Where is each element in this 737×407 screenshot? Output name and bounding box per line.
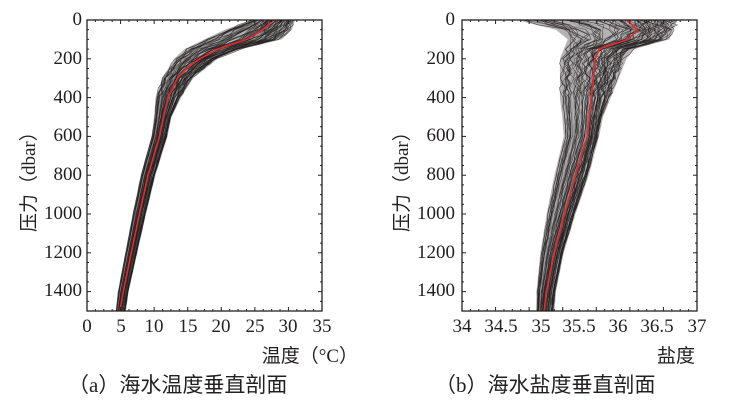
tick-marks bbox=[86, 19, 323, 312]
profile-line bbox=[538, 19, 590, 312]
profile-line bbox=[539, 19, 596, 312]
profile-line bbox=[539, 19, 588, 312]
y-tick: 400 bbox=[53, 87, 83, 108]
y-tick: 0 bbox=[445, 9, 456, 30]
x-tick: 15 bbox=[178, 316, 198, 337]
profile-line bbox=[117, 19, 264, 312]
mean-profile-line bbox=[543, 19, 639, 312]
temperature-panel: 0 200 400 600 800 1000 1200 1400 0 5 10 … bbox=[0, 0, 368, 407]
profile-line bbox=[552, 19, 670, 312]
profile-line bbox=[118, 19, 269, 312]
profile-line bbox=[116, 19, 257, 312]
profile-line bbox=[124, 19, 290, 312]
profile-line bbox=[551, 19, 671, 312]
x-tick: 36 bbox=[608, 316, 628, 337]
x-tick: 25 bbox=[245, 316, 265, 337]
profile-line bbox=[120, 19, 279, 312]
profile-line bbox=[537, 19, 584, 312]
y-tick: 600 bbox=[426, 125, 456, 146]
temperature-plot-area bbox=[86, 19, 323, 312]
y-tick: 800 bbox=[426, 164, 456, 185]
profiles-group bbox=[516, 19, 679, 312]
x-tick: 35 bbox=[531, 316, 551, 337]
y-tick: 1000 bbox=[417, 203, 455, 224]
y-tick: 600 bbox=[53, 125, 83, 146]
profile-line bbox=[545, 19, 646, 312]
x-tick: 5 bbox=[116, 316, 126, 337]
x-tick: 30 bbox=[278, 316, 298, 337]
y-tick: 200 bbox=[426, 48, 456, 69]
profile-line bbox=[542, 19, 632, 312]
tick-marks bbox=[461, 19, 698, 312]
x-tick: 36.5 bbox=[640, 316, 674, 337]
y-tick: 1000 bbox=[44, 203, 82, 224]
profile-line bbox=[117, 19, 263, 312]
panel-caption: （a）海水温度垂直剖面 bbox=[68, 373, 288, 397]
profile-line bbox=[116, 19, 257, 312]
y-tick: 1400 bbox=[44, 280, 82, 301]
y-axis-label: 压力（dbar） bbox=[19, 122, 40, 232]
x-tick: 35.5 bbox=[562, 316, 596, 337]
y-tick: 1200 bbox=[44, 242, 82, 263]
y-tick: 400 bbox=[426, 87, 456, 108]
salinity-plot-area bbox=[461, 19, 698, 312]
profile-line bbox=[541, 19, 614, 311]
x-tick: 10 bbox=[144, 316, 164, 337]
y-tick: 1200 bbox=[417, 242, 455, 263]
profile-line bbox=[523, 19, 576, 311]
x-axis-label: 盐度 bbox=[656, 346, 695, 367]
y-tick: 0 bbox=[72, 9, 83, 30]
profiles-group bbox=[115, 19, 296, 312]
profile-line bbox=[118, 19, 270, 312]
panel-caption: （b）海水盐度垂直剖面 bbox=[435, 373, 656, 397]
y-tick: 200 bbox=[53, 48, 83, 69]
y-tick: 1400 bbox=[417, 280, 455, 301]
profile-line bbox=[538, 19, 592, 311]
y-tick: 800 bbox=[53, 164, 83, 185]
x-axis-label: 温度（°C） bbox=[261, 346, 358, 367]
profile-line bbox=[547, 19, 652, 312]
profile-line bbox=[547, 19, 650, 312]
x-tick: 34.5 bbox=[484, 316, 518, 337]
profile-line bbox=[540, 19, 602, 312]
x-tick: 37 bbox=[687, 316, 707, 337]
salinity-panel: 0 200 400 600 800 1000 1200 1400 34 34.5… bbox=[368, 0, 737, 407]
profile-line bbox=[121, 19, 284, 312]
profile-line bbox=[122, 19, 285, 312]
profile-line bbox=[115, 19, 253, 312]
profile-line bbox=[549, 19, 663, 312]
y-axis-label: 压力（dbar） bbox=[392, 122, 413, 232]
profile-line bbox=[542, 19, 621, 312]
x-tick: 20 bbox=[211, 316, 231, 337]
mean-profile-line bbox=[119, 19, 275, 312]
x-tick: 0 bbox=[82, 316, 92, 337]
x-tick: 35 bbox=[312, 316, 332, 337]
x-tick: 34 bbox=[452, 316, 472, 337]
